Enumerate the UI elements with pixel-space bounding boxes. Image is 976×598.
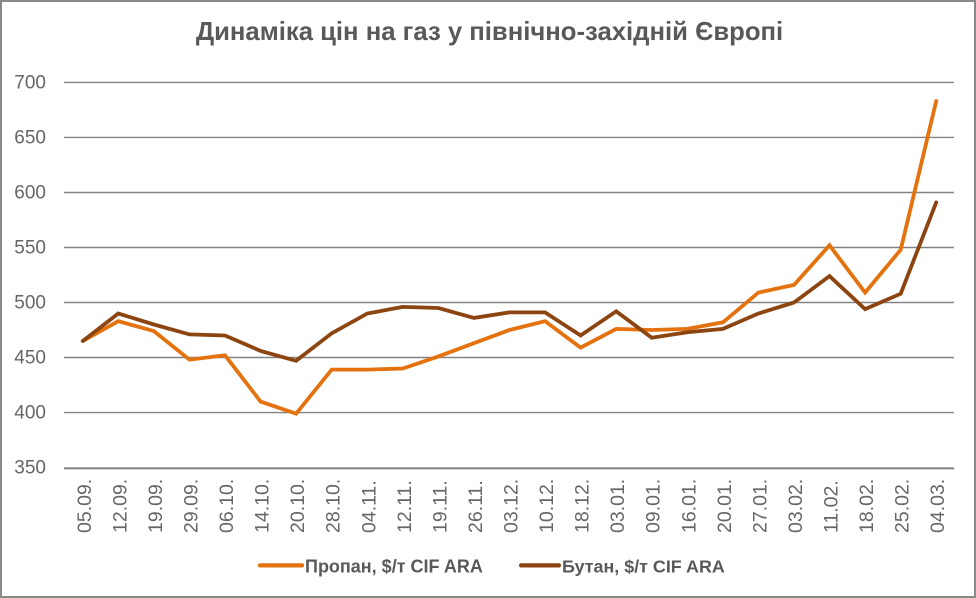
- svg-text:12.11.: 12.11.: [394, 480, 416, 533]
- svg-text:550: 550: [14, 238, 46, 259]
- svg-text:04.03.: 04.03.: [927, 479, 949, 533]
- svg-text:06.10.: 06.10.: [216, 479, 238, 533]
- svg-text:09.01.: 09.01.: [643, 479, 665, 533]
- svg-text:600: 600: [14, 183, 46, 204]
- svg-text:25.02.: 25.02.: [892, 479, 914, 533]
- svg-text:03.12.: 03.12.: [501, 479, 523, 533]
- svg-text:650: 650: [14, 127, 46, 148]
- svg-text:03.02.: 03.02.: [785, 479, 807, 533]
- svg-text:18.12.: 18.12.: [572, 479, 594, 533]
- svg-text:10.12.: 10.12.: [536, 479, 558, 533]
- svg-text:03.01.: 03.01.: [607, 479, 629, 533]
- svg-text:28.10.: 28.10.: [323, 479, 345, 533]
- svg-text:05.09.: 05.09.: [74, 479, 96, 533]
- svg-text:700: 700: [14, 72, 46, 93]
- svg-text:Бутан, $/т CIF ARA: Бутан, $/т CIF ARA: [562, 557, 725, 577]
- svg-text:14.10.: 14.10.: [252, 479, 274, 533]
- svg-text:450: 450: [14, 348, 46, 369]
- svg-text:11.02.: 11.02.: [821, 480, 843, 533]
- svg-text:Пропан, $/т CIF ARA: Пропан, $/т CIF ARA: [305, 557, 483, 577]
- svg-text:16.01.: 16.01.: [678, 479, 700, 533]
- svg-text:26.11.: 26.11.: [465, 480, 487, 533]
- svg-text:12.09.: 12.09.: [109, 479, 131, 533]
- svg-text:04.11.: 04.11.: [358, 480, 380, 533]
- svg-text:500: 500: [14, 293, 46, 314]
- svg-text:29.09.: 29.09.: [181, 479, 203, 533]
- svg-text:27.01.: 27.01.: [749, 479, 771, 533]
- svg-text:20.10.: 20.10.: [287, 479, 309, 533]
- svg-text:18.02.: 18.02.: [856, 479, 878, 533]
- svg-text:Динаміка цін на газ у північно: Динаміка цін на газ у північно-західній …: [196, 18, 783, 46]
- svg-text:400: 400: [14, 403, 46, 424]
- svg-text:20.01.: 20.01.: [714, 479, 736, 533]
- svg-text:350: 350: [14, 458, 46, 479]
- svg-text:19.09.: 19.09.: [145, 479, 167, 533]
- svg-text:19.11.: 19.11.: [429, 480, 451, 533]
